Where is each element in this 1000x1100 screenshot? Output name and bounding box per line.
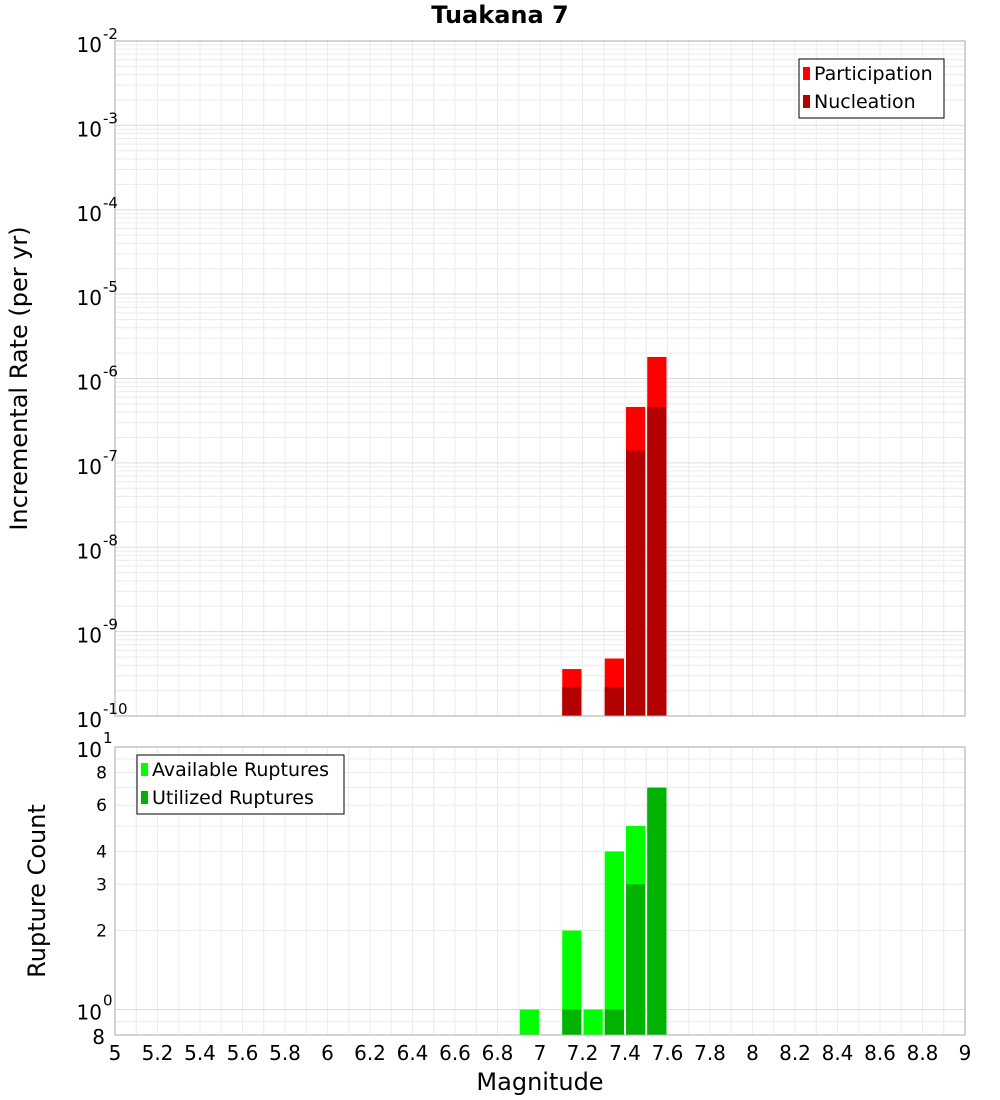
x-tick-label: 8 <box>746 1041 759 1065</box>
bar-available-ruptures <box>519 1009 539 1035</box>
y-tick-label: 10 <box>77 539 102 563</box>
y-tick-label: 10 <box>77 117 102 141</box>
x-tick-label: 5.6 <box>227 1041 259 1065</box>
y-tick-exponent: 1 <box>103 729 113 747</box>
y-tick-label: 10 <box>77 33 102 57</box>
y-tick-exponent: -4 <box>103 194 118 212</box>
x-tick-label: 8.8 <box>907 1041 939 1065</box>
x-tick-label: 6.2 <box>354 1041 386 1065</box>
x-tick-label: 6.6 <box>439 1041 471 1065</box>
y-tick-exponent: -8 <box>103 531 118 549</box>
y-tick-label: 4 <box>96 842 107 862</box>
y-tick-label: 8 <box>92 1025 105 1049</box>
legend-swatch <box>141 763 148 776</box>
x-tick-label: 9 <box>959 1041 972 1065</box>
y-tick-exponent: -2 <box>103 25 118 43</box>
y-tick-label: 10 <box>77 738 102 762</box>
bar-nucleation <box>604 687 624 716</box>
y-tick-exponent: -6 <box>103 363 118 381</box>
x-tick-label: 8.4 <box>822 1041 854 1065</box>
y-tick-label: 6 <box>96 796 107 816</box>
legend-label: Utilized Ruptures <box>152 787 314 809</box>
chart-title: Tuakana 7 <box>431 1 569 29</box>
x-tick-label: 5 <box>109 1041 122 1065</box>
y-tick-label: 2 <box>96 922 107 942</box>
bar-utilized-ruptures <box>626 884 646 1035</box>
x-tick-label: 7.2 <box>567 1041 599 1065</box>
y-tick-label: 10 <box>77 202 102 226</box>
legend-swatch <box>803 95 810 108</box>
y-tick-exponent: -3 <box>103 109 118 127</box>
x-tick-label: 6 <box>321 1041 334 1065</box>
magnitude-axis: 5 5.2 5.4 5.6 5.8 6 6.2 6.4 6.6 6.8 7 7.2 7.4 7.6 7.8 8… <box>109 1041 972 1065</box>
bar-available-ruptures <box>604 851 624 1035</box>
x-tick-label: 8.2 <box>779 1041 811 1065</box>
y-tick-exponent: 0 <box>103 992 113 1010</box>
y-tick-exponent: -5 <box>103 278 118 296</box>
x-tick-label: 7.8 <box>694 1041 726 1065</box>
legend-label: Nucleation <box>814 91 916 113</box>
y-tick-label: 10 <box>77 455 102 479</box>
x-tick-label: 5.4 <box>184 1041 216 1065</box>
x-tick-label: 6.4 <box>397 1041 429 1065</box>
x-tick-label: 6.8 <box>482 1041 514 1065</box>
x-tick-label: 5.8 <box>269 1041 301 1065</box>
y-tick-exponent: -7 <box>103 447 118 465</box>
y-tick-label: 10 <box>77 286 102 310</box>
legend-box <box>798 58 945 119</box>
bar-utilized-ruptures <box>562 1009 582 1035</box>
bar-utilized-ruptures <box>647 787 667 1035</box>
bar-available-ruptures <box>583 1009 603 1035</box>
y-axis-title: Rupture Count <box>23 804 51 978</box>
x-tick-label: 5.2 <box>142 1041 174 1065</box>
bar-available-ruptures <box>562 930 582 1035</box>
legend-label: Participation <box>814 63 933 85</box>
y-tick-label: 10 <box>77 1001 102 1025</box>
x-tick-label: 7 <box>534 1041 547 1065</box>
legend: Available Ruptures Utilized Ruptures <box>136 754 345 815</box>
y-tick-label: 10 <box>77 708 102 732</box>
plot-frame <box>114 40 966 717</box>
x-axis-title: Magnitude <box>476 1068 603 1096</box>
legend: Participation Nucleation <box>798 58 945 119</box>
bar-nucleation <box>562 687 582 716</box>
y-tick-label: 10 <box>77 371 102 395</box>
bar-utilized-ruptures <box>604 1009 624 1035</box>
x-tick-label: 7.6 <box>652 1041 684 1065</box>
x-tick-label: 7.4 <box>609 1041 641 1065</box>
legend-swatch <box>803 67 810 80</box>
legend-swatch <box>141 791 148 804</box>
legend-label: Available Ruptures <box>152 759 329 781</box>
x-tick-label: 8.6 <box>864 1041 896 1065</box>
y-tick-exponent: -10 <box>103 700 128 718</box>
y-tick-label: 8 <box>96 763 107 783</box>
bar-nucleation <box>626 450 646 716</box>
y-tick-label: 10 <box>77 624 102 648</box>
y-tick-label: 3 <box>96 875 107 895</box>
legend-box <box>136 754 345 815</box>
y-tick-exponent: -9 <box>103 616 118 634</box>
bar-nucleation <box>647 406 667 716</box>
plot-frame <box>114 746 966 1036</box>
incremental-rate-panel: 10-210-310-410-510-610-710-810-910 -10Inc… <box>5 25 966 732</box>
y-axis-title: Incremental Rate (per yr) <box>5 226 33 530</box>
